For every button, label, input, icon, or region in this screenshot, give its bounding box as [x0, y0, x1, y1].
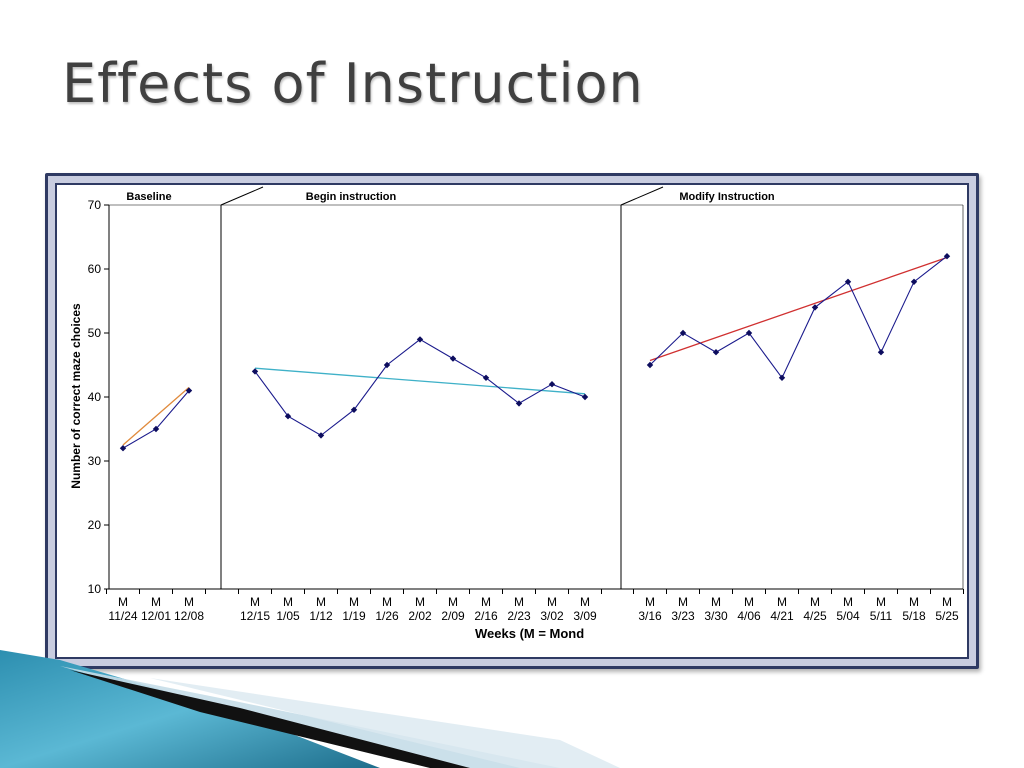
data-point — [745, 329, 753, 337]
y-tick-label: 70 — [88, 198, 102, 212]
data-point — [251, 368, 259, 375]
x-tick-label-date: 4/21 — [770, 609, 794, 623]
x-tick-label-day: M — [283, 595, 293, 609]
x-tick-label-date: 4/06 — [737, 609, 761, 623]
series-line — [122, 390, 190, 449]
x-tick-label-day: M — [942, 595, 952, 609]
y-tick-label: 50 — [88, 326, 102, 340]
phase-label: Begin instruction — [306, 191, 397, 203]
x-tick-label-day: M — [678, 595, 688, 609]
x-tick-label-date: 1/19 — [342, 609, 366, 623]
data-point — [482, 374, 490, 381]
data-point — [844, 278, 852, 285]
x-tick-label-day: M — [909, 595, 919, 609]
x-axis-label: Weeks (M = Mond — [475, 626, 584, 641]
trend-line — [122, 386, 190, 446]
x-tick-label-day: M — [316, 595, 326, 609]
y-tick-label: 10 — [88, 582, 102, 596]
data-point — [679, 329, 687, 337]
data-point — [712, 349, 720, 356]
x-tick-label-day: M — [744, 595, 754, 609]
x-tick-label-date: 5/11 — [870, 609, 893, 623]
trend-line — [254, 367, 586, 395]
x-tick-label-day: M — [415, 595, 425, 609]
data-point — [350, 406, 358, 413]
x-tick-label-day: M — [645, 595, 655, 609]
x-tick-label-date: 5/18 — [902, 609, 926, 623]
data-point — [877, 349, 885, 356]
x-tick-label-day: M — [349, 595, 359, 609]
y-tick-label: 40 — [88, 390, 102, 404]
x-tick-label-date: 5/25 — [935, 609, 959, 623]
chart-frame: Number of correct maze choices Weeks (M … — [45, 173, 979, 669]
x-tick-label-date: 2/02 — [408, 609, 432, 623]
data-point — [383, 361, 391, 369]
x-tick-label-date: 3/23 — [671, 609, 695, 623]
y-tick-label: 60 — [88, 262, 102, 276]
trend-line — [649, 256, 948, 362]
data-point — [119, 445, 127, 452]
slide-title: Effects of Instruction — [62, 52, 644, 115]
x-tick-label-day: M — [547, 595, 557, 609]
x-tick-label-day: M — [876, 595, 886, 609]
data-point — [943, 253, 951, 260]
x-tick-label-date: 1/26 — [375, 609, 399, 623]
data-point — [416, 336, 424, 343]
x-tick-label-date: 12/08 — [174, 609, 204, 623]
data-point — [449, 355, 457, 362]
phase-label: Modify Instruction — [679, 191, 775, 203]
data-point — [317, 432, 325, 439]
y-tick-label: 30 — [88, 454, 102, 468]
decorative-swoosh — [0, 650, 620, 768]
x-tick-label-date: 1/05 — [276, 609, 300, 623]
x-tick-label-day: M — [151, 595, 161, 609]
x-tick-label-day: M — [382, 595, 392, 609]
x-tick-label-date: 12/01 — [141, 609, 171, 623]
series-line — [649, 255, 948, 379]
data-point — [811, 304, 819, 311]
chart-area: Number of correct maze choices Weeks (M … — [55, 183, 969, 659]
x-tick-label-date: 1/12 — [309, 609, 333, 623]
x-tick-label-date: 11/24 — [108, 609, 137, 623]
data-point — [152, 425, 160, 433]
data-point — [515, 400, 523, 407]
y-axis-label: Number of correct maze choices — [69, 303, 83, 489]
x-tick-label-date: 2/16 — [474, 609, 498, 623]
x-tick-label-date: 3/02 — [540, 609, 564, 623]
series-line — [254, 338, 586, 437]
phase-divider-bracket — [220, 186, 264, 206]
x-tick-label-date: 3/30 — [704, 609, 728, 623]
x-tick-label-day: M — [580, 595, 590, 609]
x-tick-label-day: M — [514, 595, 524, 609]
x-tick-label-day: M — [810, 595, 820, 609]
x-tick-label-day: M — [250, 595, 260, 609]
x-tick-label-date: 12/15 — [240, 609, 270, 623]
x-tick-label-day: M — [777, 595, 787, 609]
maze-progress-chart: Number of correct maze choices Weeks (M … — [69, 186, 964, 641]
x-tick-label-date: 2/23 — [507, 609, 531, 623]
x-tick-label-day: M — [448, 595, 458, 609]
data-point — [284, 413, 292, 420]
x-tick-label-date: 3/16 — [638, 609, 662, 623]
x-tick-label-date: 2/09 — [441, 609, 465, 623]
x-tick-label-date: 4/25 — [803, 609, 827, 623]
phase-label: Baseline — [126, 191, 171, 203]
x-tick-label-day: M — [711, 595, 721, 609]
data-point — [910, 278, 918, 285]
data-point — [581, 393, 589, 401]
y-tick-label: 20 — [88, 518, 102, 532]
x-tick-label-day: M — [184, 595, 194, 609]
x-tick-label-day: M — [843, 595, 853, 609]
x-tick-label-day: M — [481, 595, 491, 609]
x-tick-label-date: 5/04 — [836, 609, 860, 623]
phase-divider-bracket — [620, 186, 664, 206]
data-point — [185, 387, 193, 394]
data-point — [646, 361, 654, 369]
x-tick-label-day: M — [118, 595, 128, 609]
data-point — [548, 381, 556, 388]
x-tick-label-date: 3/09 — [573, 609, 597, 623]
data-point — [778, 374, 786, 381]
